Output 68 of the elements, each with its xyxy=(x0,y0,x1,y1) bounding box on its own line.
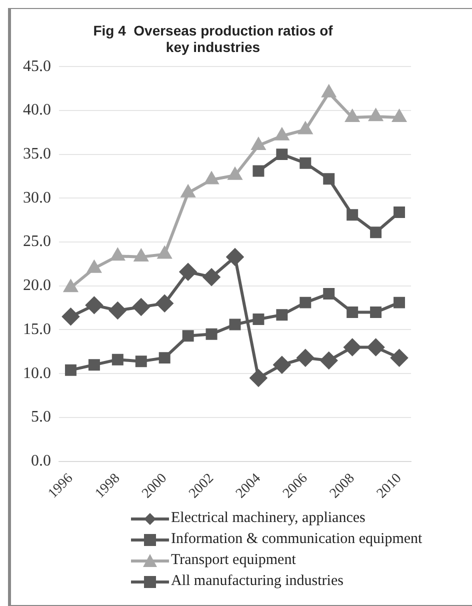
y-tick-label: 15.0 xyxy=(23,320,51,338)
y-tick-label: 45.0 xyxy=(23,58,51,75)
legend-label: All manufacturing industries xyxy=(171,572,344,591)
point xyxy=(346,209,358,221)
point xyxy=(135,356,147,368)
text: key industries xyxy=(166,39,260,56)
y-tick-label: 35.0 xyxy=(23,146,51,163)
point xyxy=(390,349,408,366)
point xyxy=(182,330,194,342)
point xyxy=(300,157,312,169)
y-tick-label: 40.0 xyxy=(23,102,51,119)
y-tick-label: 5.0 xyxy=(31,408,51,426)
point xyxy=(204,172,218,184)
point xyxy=(156,294,174,312)
y-tick-label: 0.0 xyxy=(31,452,51,470)
point xyxy=(206,328,218,340)
point xyxy=(226,248,244,266)
point xyxy=(346,306,358,318)
point xyxy=(88,359,100,371)
point xyxy=(158,246,172,259)
point xyxy=(323,173,335,185)
point xyxy=(86,296,103,314)
point xyxy=(134,249,148,262)
point xyxy=(322,85,336,98)
y-tick-label: 30.0 xyxy=(23,189,51,206)
point xyxy=(346,110,360,122)
y-tick-label: 20.0 xyxy=(23,277,51,294)
point xyxy=(367,338,384,356)
point xyxy=(296,349,314,366)
point xyxy=(276,309,288,321)
point xyxy=(370,306,382,318)
point xyxy=(229,318,241,330)
point xyxy=(394,296,406,308)
point xyxy=(228,168,242,180)
point xyxy=(112,354,124,366)
point xyxy=(344,338,361,356)
point xyxy=(392,110,406,122)
point xyxy=(62,308,80,326)
point xyxy=(298,122,312,134)
point xyxy=(273,356,290,374)
text: Fig 4 Overseas production ratios of xyxy=(93,22,333,38)
point xyxy=(250,369,267,386)
point xyxy=(109,302,126,319)
point xyxy=(370,226,382,238)
point xyxy=(203,268,220,286)
point xyxy=(252,313,264,325)
point xyxy=(181,185,195,198)
point xyxy=(88,260,101,273)
point xyxy=(64,364,76,376)
y-tick-label: 25.0 xyxy=(23,233,51,250)
point xyxy=(276,148,288,160)
point xyxy=(252,138,266,150)
point xyxy=(275,128,289,140)
point xyxy=(158,352,170,364)
point xyxy=(369,109,382,122)
legend-label: Transport equipment xyxy=(171,551,296,570)
point xyxy=(300,296,312,308)
legend-label: Information & communication equipment xyxy=(171,530,422,549)
point xyxy=(132,298,150,316)
y-tick-label: 10.0 xyxy=(23,364,51,382)
point xyxy=(320,352,338,369)
legend-label: Electrical machinery, appliances xyxy=(171,509,366,528)
point xyxy=(64,280,78,292)
point xyxy=(394,206,406,218)
point xyxy=(180,263,197,280)
point xyxy=(252,165,264,177)
point xyxy=(323,288,335,300)
point xyxy=(110,248,124,261)
